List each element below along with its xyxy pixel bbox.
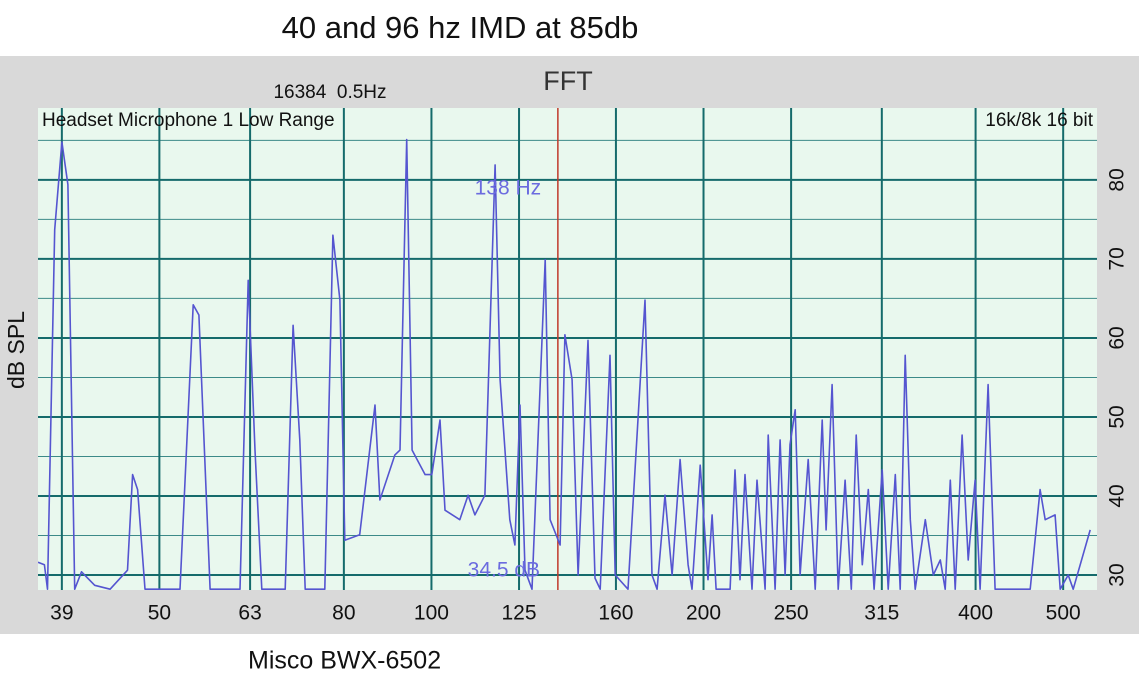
x-tick-label: 315 xyxy=(864,602,899,625)
y-tick-label: 30 xyxy=(1106,563,1129,586)
y-tick-label: 60 xyxy=(1106,326,1129,349)
y-axis-label: dB SPL xyxy=(3,311,29,389)
y-tick-label: 80 xyxy=(1106,168,1129,191)
info-label: 16384 0.5Hz xyxy=(273,82,386,103)
x-tick-label: 50 xyxy=(148,602,171,625)
x-tick-label: 39 xyxy=(50,602,73,625)
cursor-frequency-label: 138 Hz xyxy=(475,177,542,200)
x-tick-label: 500 xyxy=(1046,602,1081,625)
caption: Misco BWX-6502 xyxy=(248,647,441,675)
x-tick-label: 125 xyxy=(502,602,537,625)
x-tick-label: 250 xyxy=(774,602,809,625)
x-tick-label: 160 xyxy=(598,602,633,625)
y-tick-label: 50 xyxy=(1106,405,1129,428)
subtitle: FFT xyxy=(543,66,592,96)
source-label: Headset Microphone 1 Low Range xyxy=(42,110,335,131)
x-tick-label: 200 xyxy=(686,602,721,625)
spectrum-line xyxy=(38,138,1091,590)
grid xyxy=(38,108,1097,590)
format-label: 16k/8k 16 bit xyxy=(985,110,1093,131)
cursor-level-label: 34.5 dB xyxy=(468,559,540,582)
x-tick-label: 63 xyxy=(238,602,261,625)
y-tick-label: 70 xyxy=(1106,247,1129,270)
chart-title: 40 and 96 hz IMD at 85db xyxy=(282,10,639,45)
marks xyxy=(38,108,1091,590)
x-tick-label: 400 xyxy=(958,602,993,625)
x-tick-label: 100 xyxy=(414,602,449,625)
y-tick-label: 40 xyxy=(1106,484,1129,507)
x-tick-label: 80 xyxy=(332,602,355,625)
